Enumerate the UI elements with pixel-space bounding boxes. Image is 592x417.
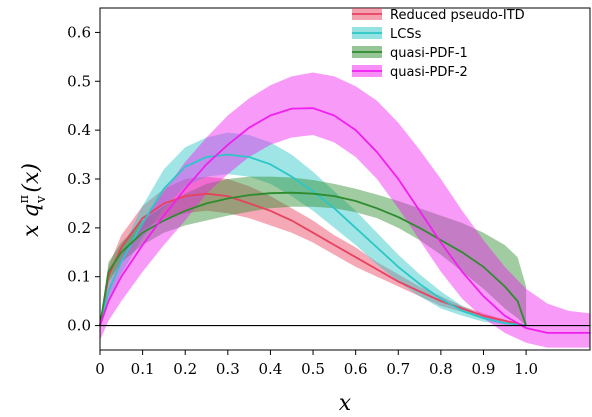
y-tick-label: 0.1 — [67, 268, 91, 286]
x-tick-label: 0.5 — [301, 360, 325, 378]
band-lcss — [100, 132, 527, 326]
y-axis-label-arg: (x) — [19, 163, 44, 193]
x-tick-label: 0.9 — [472, 360, 496, 378]
legend-label: quasi-PDF-1 — [390, 46, 468, 61]
central-curves — [99, 107, 590, 334]
x-tick-label: 1.0 — [514, 360, 538, 378]
y-tick-label: 0.5 — [67, 72, 91, 90]
uncertainty-bands — [100, 72, 590, 348]
band-reduced-pseudo-itd — [100, 176, 527, 326]
legend-label: Reduced pseudo-ITD — [390, 8, 525, 23]
x-axis-ticks: 0 0.1 0.2 0.3 0.4 0.5 0.6 0.7 0.8 0.9 1.0 — [95, 350, 538, 378]
x-tick-label: 0.8 — [429, 360, 453, 378]
y-axis-ticks: 0.0 0.1 0.2 0.3 0.4 0.5 0.6 — [67, 23, 100, 335]
x-tick-label: 0.3 — [216, 360, 240, 378]
legend: Reduced pseudo-ITD LCSs quasi-PDF-1 quasi-P… — [352, 8, 525, 80]
y-tick-label: 0.2 — [67, 219, 91, 237]
x-tick-label: 0 — [95, 360, 105, 378]
x-tick-label: 0.1 — [131, 360, 155, 378]
y-tick-label: 0.3 — [67, 170, 91, 188]
legend-label: quasi-PDF-2 — [390, 65, 468, 80]
line-quasi-pdf-2 — [99, 107, 590, 334]
legend-label: LCSs — [390, 27, 422, 42]
y-tick-label: 0.0 — [67, 317, 91, 335]
y-tick-label: 0.6 — [67, 23, 91, 41]
x-tick-label: 0.2 — [173, 360, 197, 378]
y-axis-label-sub: v — [34, 195, 49, 204]
band-quasi-pdf-1 — [100, 176, 527, 326]
y-axis-label-sup: π — [17, 195, 32, 204]
y-axis-label-main: x q — [19, 204, 44, 237]
y-tick-label: 0.4 — [67, 121, 91, 139]
x-tick-label: 0.7 — [386, 360, 410, 378]
line-lcss — [99, 153, 527, 327]
y-axis-label: x qπ v (x) — [17, 163, 49, 237]
x-axis-label: x — [339, 391, 352, 416]
x-tick-label: 0.4 — [259, 360, 283, 378]
x-tick-label: 0.6 — [344, 360, 368, 378]
